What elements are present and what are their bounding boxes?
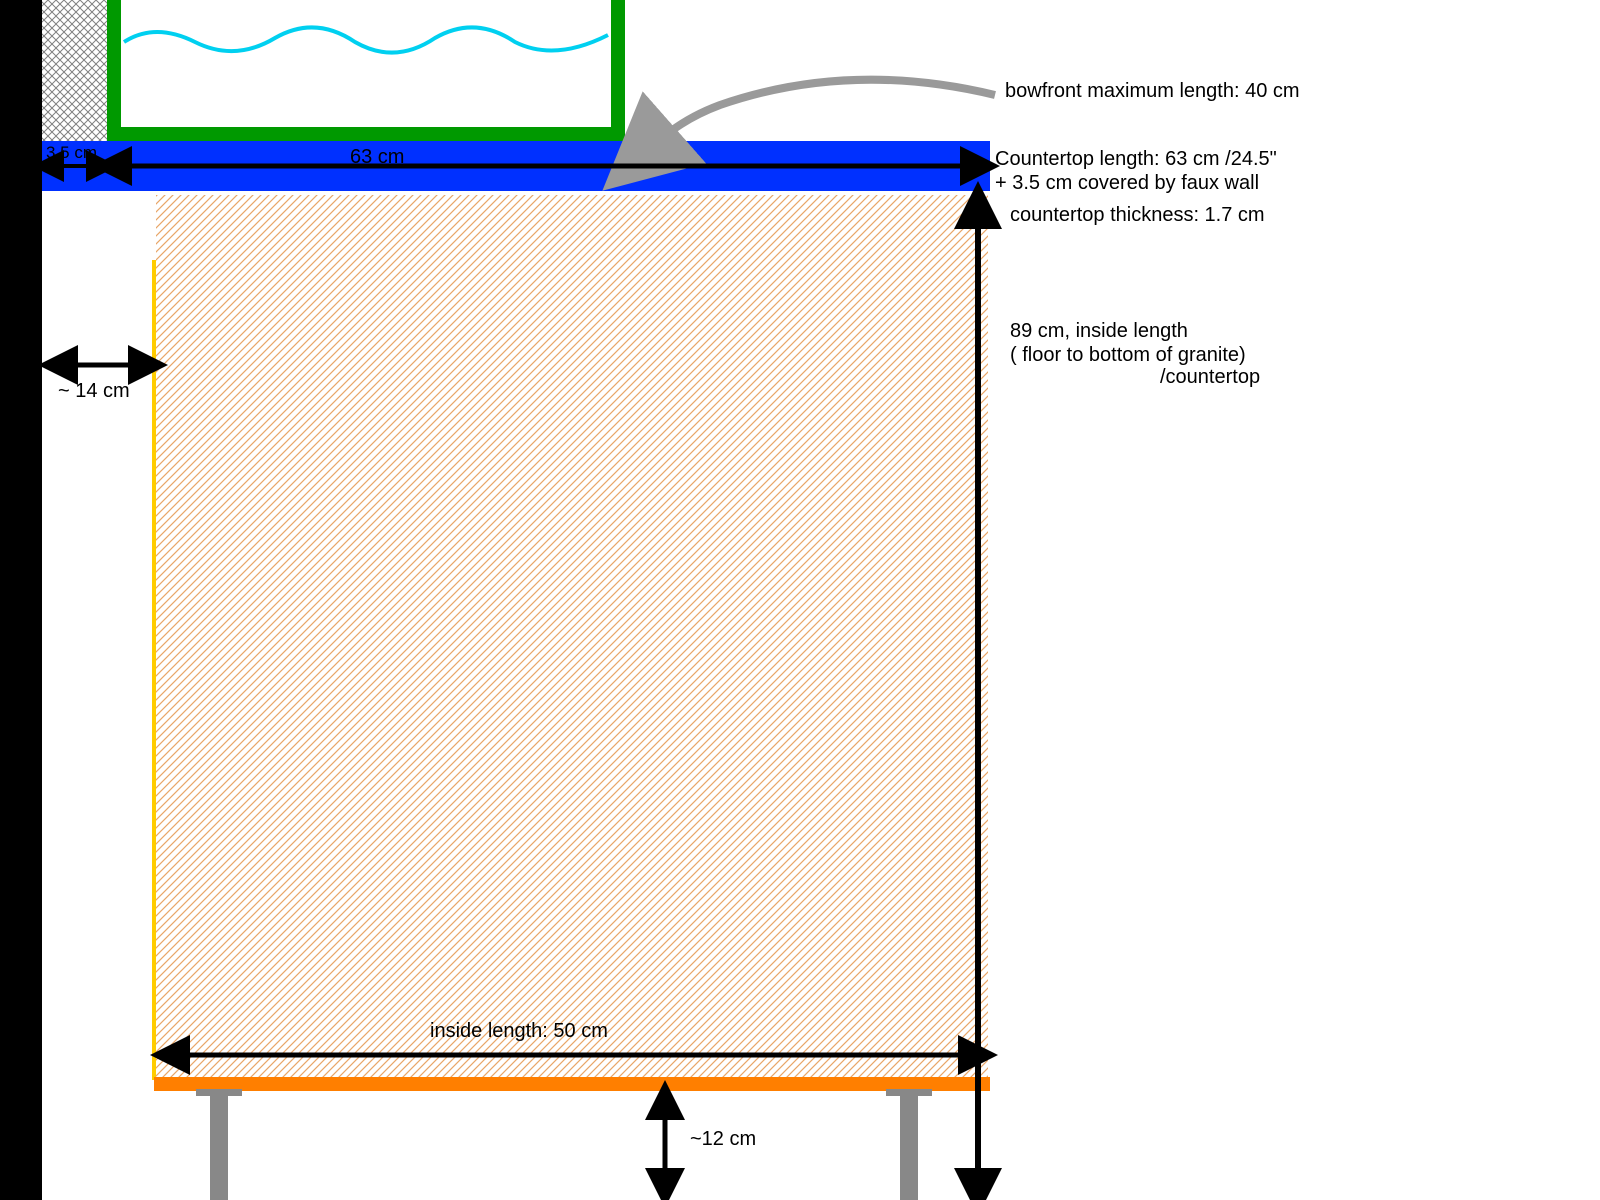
dim-3p5cm-label: 3.5 cm [46,143,97,163]
counter-faux-label: + 3.5 cm covered by faux wall [995,172,1259,195]
diagram-canvas [0,0,1600,1200]
faux-wall-crosshatch [42,0,107,141]
counter-length-label: Countertop length: 63 cm /24.5" [995,148,1277,171]
cabinet-base [154,1077,990,1091]
bowfront-pointer-arrow [660,80,995,140]
counter-thickness-label: countertop thickness: 1.7 cm [1010,204,1265,227]
cabinet-body [156,195,988,1077]
water-line [124,27,608,52]
bowfront-label: bowfront maximum length: 40 cm [1005,80,1300,103]
dim-63cm-label: 63 cm [350,146,404,169]
gold-edge [152,260,156,1080]
dim-14cm-label: ~ 14 cm [58,380,130,403]
leg-left [210,1091,228,1200]
dim-89cm-label-b: ( floor to bottom of granite) [1010,344,1246,367]
leg-right [900,1091,918,1200]
tank-frame [107,0,625,141]
dim-89cm-label-c: /countertop [1160,366,1260,389]
dim-89cm-label-a: 89 cm, inside length [1010,320,1188,343]
dim-12cm-label: ~12 cm [690,1128,756,1151]
left-wall [0,0,42,1200]
dim-50cm-label: inside length: 50 cm [430,1020,608,1043]
